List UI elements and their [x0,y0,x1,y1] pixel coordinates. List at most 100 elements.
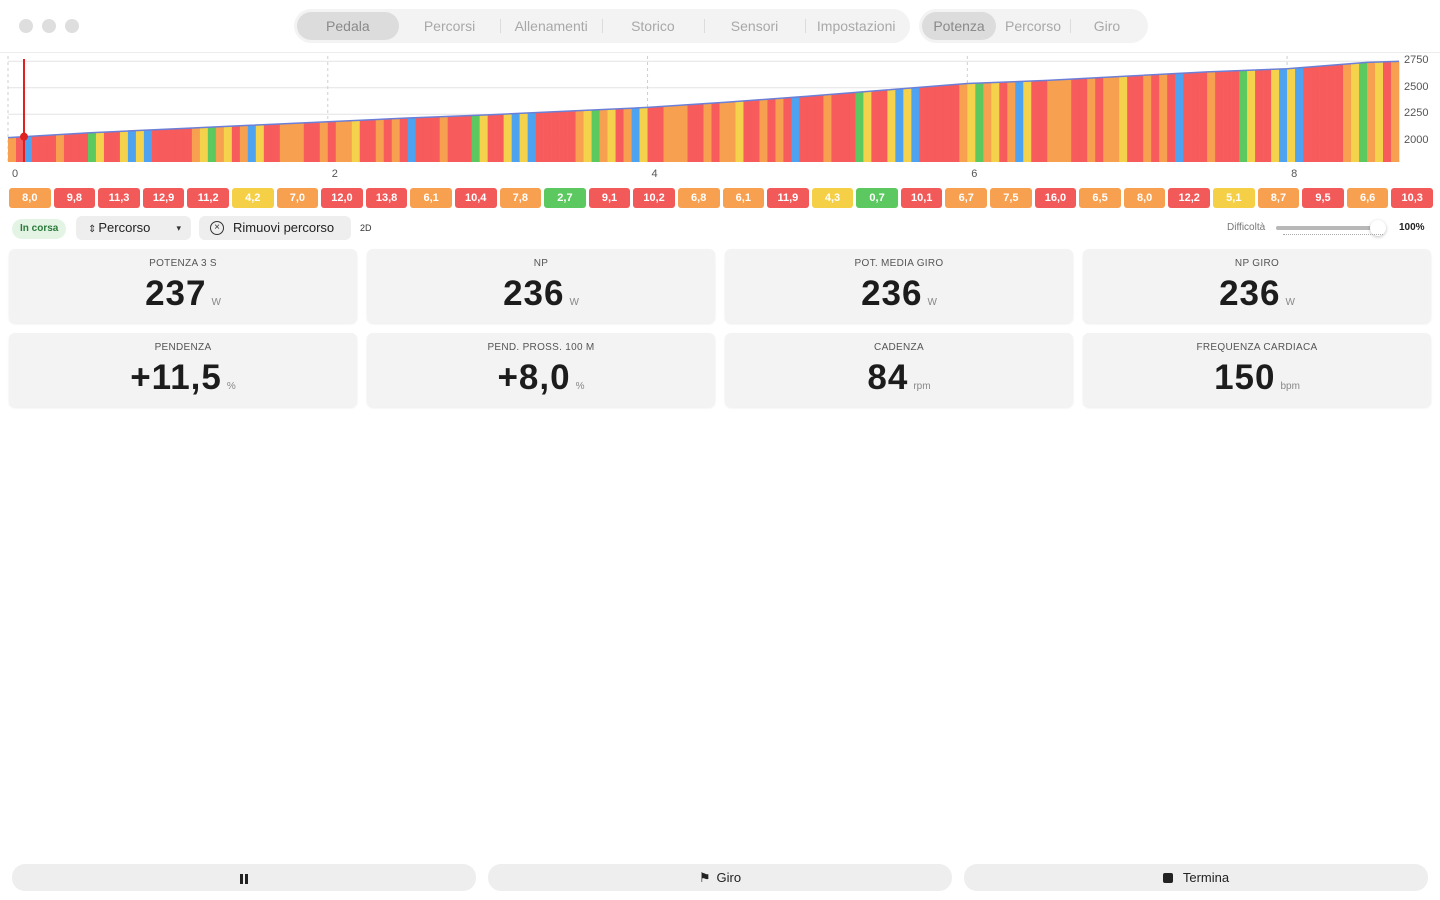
gradient-segment: 4,3 [811,188,854,208]
elevation-bar [695,103,704,162]
elevation-bar [1351,63,1360,163]
elevation-bar [1095,77,1104,162]
metric-value: 236 [1219,274,1281,313]
tab-sensori[interactable]: Sensori [703,12,806,40]
metric-value: +11,5 [130,358,222,397]
elevation-bar [623,108,632,162]
elevation-bar [55,134,65,162]
y-tick-label: 2250 [1404,107,1429,120]
elevation-chart[interactable]: 2750 2500 2250 2000 0 2 4 6 8 [0,54,1440,184]
gradient-segment: 9,1 [588,188,631,208]
pause-button[interactable] [12,864,476,891]
metric-unit: % [575,381,585,392]
view-potenza[interactable]: Potenza [922,12,996,40]
elevation-bar [351,120,361,162]
elevation-bar [39,135,49,162]
x-tick-label: 4 [651,168,658,180]
gradient-segment: 6,7 [945,188,988,208]
elevation-bar [223,126,233,162]
elevation-bar [1127,75,1136,162]
tab-impostazioni[interactable]: Impostazioni [805,12,907,40]
metric-value: 236 [503,274,565,313]
metric-card-np: NP 236 W [367,249,715,323]
metric-label: PENDENZA [154,342,212,353]
elevation-bar [975,83,984,162]
elevation-bar [687,104,696,162]
elevation-bar [1047,80,1056,162]
metric-unit: W [927,297,937,308]
elevation-chart-svg [7,56,1400,163]
gradient-segment: 8,0 [1123,188,1166,208]
elevation-bar [79,133,89,162]
elevation-bar [199,127,209,162]
elevation-bar [463,115,472,162]
flag-icon: ⚑ [698,870,711,885]
difficulty-thumb[interactable] [1370,220,1386,236]
elevation-bar [1079,78,1088,162]
view-giro[interactable]: Giro [1070,12,1144,40]
gradient-segment: 4,2 [231,188,274,208]
elevation-bar [375,119,385,162]
metric-unit: % [226,381,236,392]
gradient-segment: 10,4 [454,188,497,208]
elevation-bar [479,114,488,162]
elevation-bar [519,113,528,162]
minimize-window-button[interactable] [42,19,56,33]
gradient-segment: 13,8 [365,188,408,208]
gradient-segment: 2,7 [544,188,586,208]
elevation-bar [711,102,720,162]
lap-button[interactable]: ⚑ Giro [488,864,952,891]
elevation-bar [159,129,169,162]
elevation-bar [191,127,201,162]
tab-pedala[interactable]: Pedala [297,12,399,40]
x-tick-label: 0 [12,168,19,180]
elevation-bar [855,92,864,162]
elevation-bar [727,101,736,162]
elevation-bar [415,117,425,162]
tab-storico[interactable]: Storico [602,12,704,40]
elevation-bar [103,131,113,162]
elevation-bar [319,121,329,162]
elevation-bar [599,109,608,162]
difficulty-ticks [1283,234,1383,235]
metric-label: CADENZA [874,342,924,353]
close-window-button[interactable] [19,19,33,33]
elevation-bar [87,132,97,162]
elevation-bar [1159,74,1168,162]
elevation-bar [1119,76,1128,162]
chevron-down-icon: ▾ [176,223,181,233]
elevation-bar [1111,76,1120,162]
elevation-bar [127,130,137,162]
elevation-bar [359,120,369,162]
difficulty-slider[interactable] [1276,220,1386,236]
view-percorso[interactable]: Percorso [1004,18,1062,34]
metric-label: NP GIRO [1234,258,1280,269]
elevation-bar [303,122,313,162]
elevation-bar [703,103,712,162]
metric-card-next-gradient: PEND. PROSS. 100 M +8,0% [367,333,715,407]
end-button[interactable]: Termina [964,864,1428,891]
metric-value: 84 [867,358,909,397]
elevation-bar [1311,66,1320,162]
elevation-bar [607,109,616,162]
difficulty-value: 100% [1399,222,1425,233]
elevation-bar [743,100,752,162]
metric-card-power-3s: POTENZA 3 S 237 W [9,249,357,323]
route-select[interactable]: ⇕ Percorso ▾ [76,216,191,240]
remove-route-button[interactable]: × Rimuovi percorso [199,216,351,240]
elevation-bar [487,114,496,162]
tab-allenamenti[interactable]: Allenamenti [500,12,602,40]
tab-percorsi[interactable]: Percorsi [423,18,476,34]
metric-label: POTENZA 3 S [149,258,217,269]
zoom-window-button[interactable] [65,19,79,33]
elevation-bar [383,118,393,162]
elevation-bar [255,124,265,162]
metric-value: 150 [1214,358,1276,397]
gradient-segment: 11,9 [767,188,809,208]
elevation-bar [495,114,504,162]
elevation-bar [63,134,73,162]
elevation-bar [239,125,249,162]
elevation-bar [327,121,337,162]
elevation-bar [1007,81,1016,162]
view-mode-toggle[interactable]: 2D [360,223,372,233]
